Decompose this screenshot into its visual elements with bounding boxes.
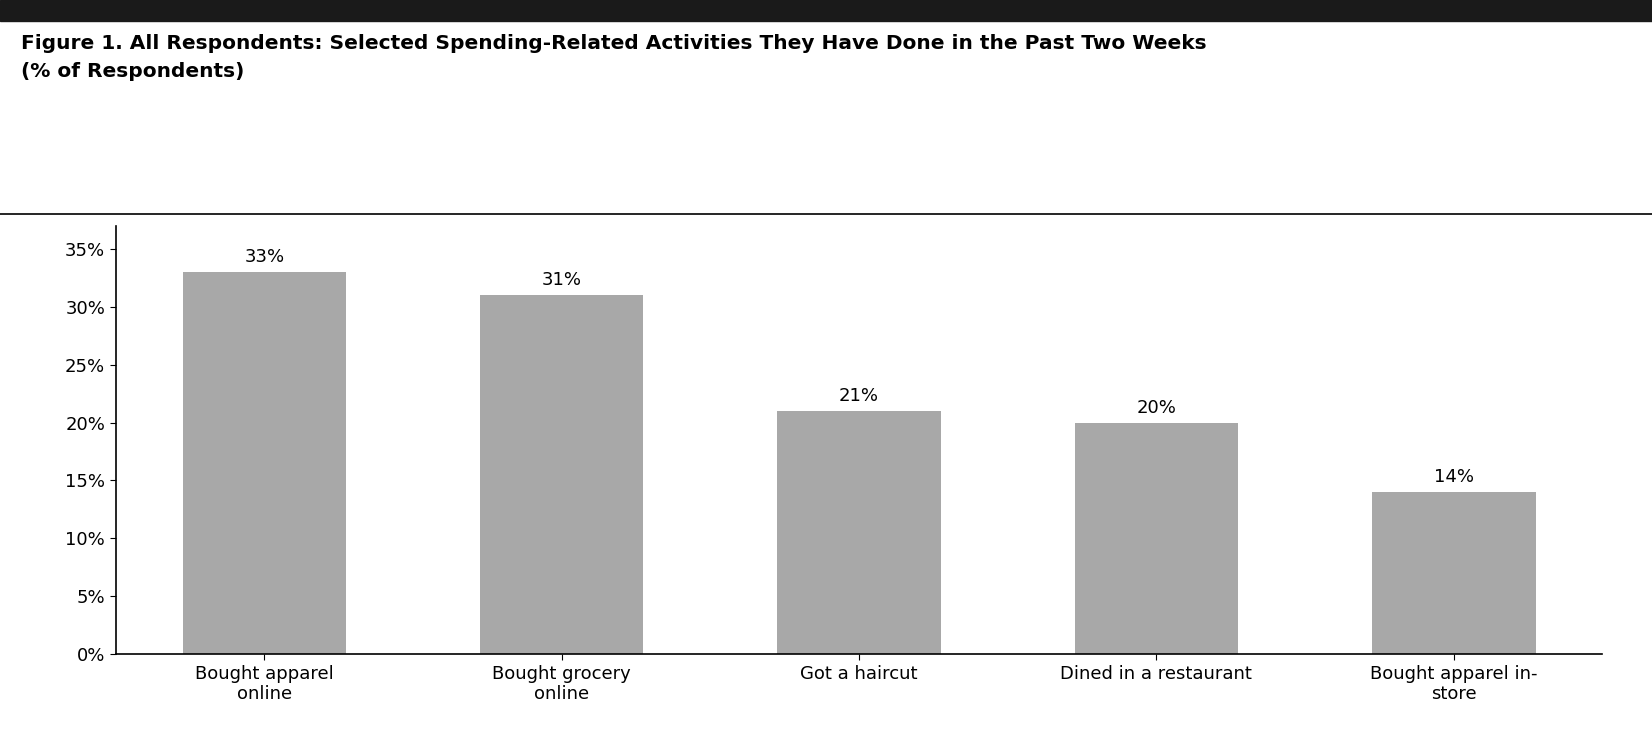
Bar (1373, 492, 1536, 654)
Text: 31%: 31% (542, 271, 582, 290)
Text: 14%: 14% (1434, 468, 1474, 487)
Bar (481, 295, 644, 654)
Text: 33%: 33% (244, 248, 284, 266)
Bar (183, 272, 347, 654)
Bar (778, 411, 942, 654)
Text: Figure 1. All Respondents: Selected Spending-Related Activities They Have Done i: Figure 1. All Respondents: Selected Spen… (21, 34, 1208, 81)
Text: 21%: 21% (839, 387, 879, 405)
Text: 20%: 20% (1137, 399, 1176, 417)
Bar (1075, 423, 1239, 654)
